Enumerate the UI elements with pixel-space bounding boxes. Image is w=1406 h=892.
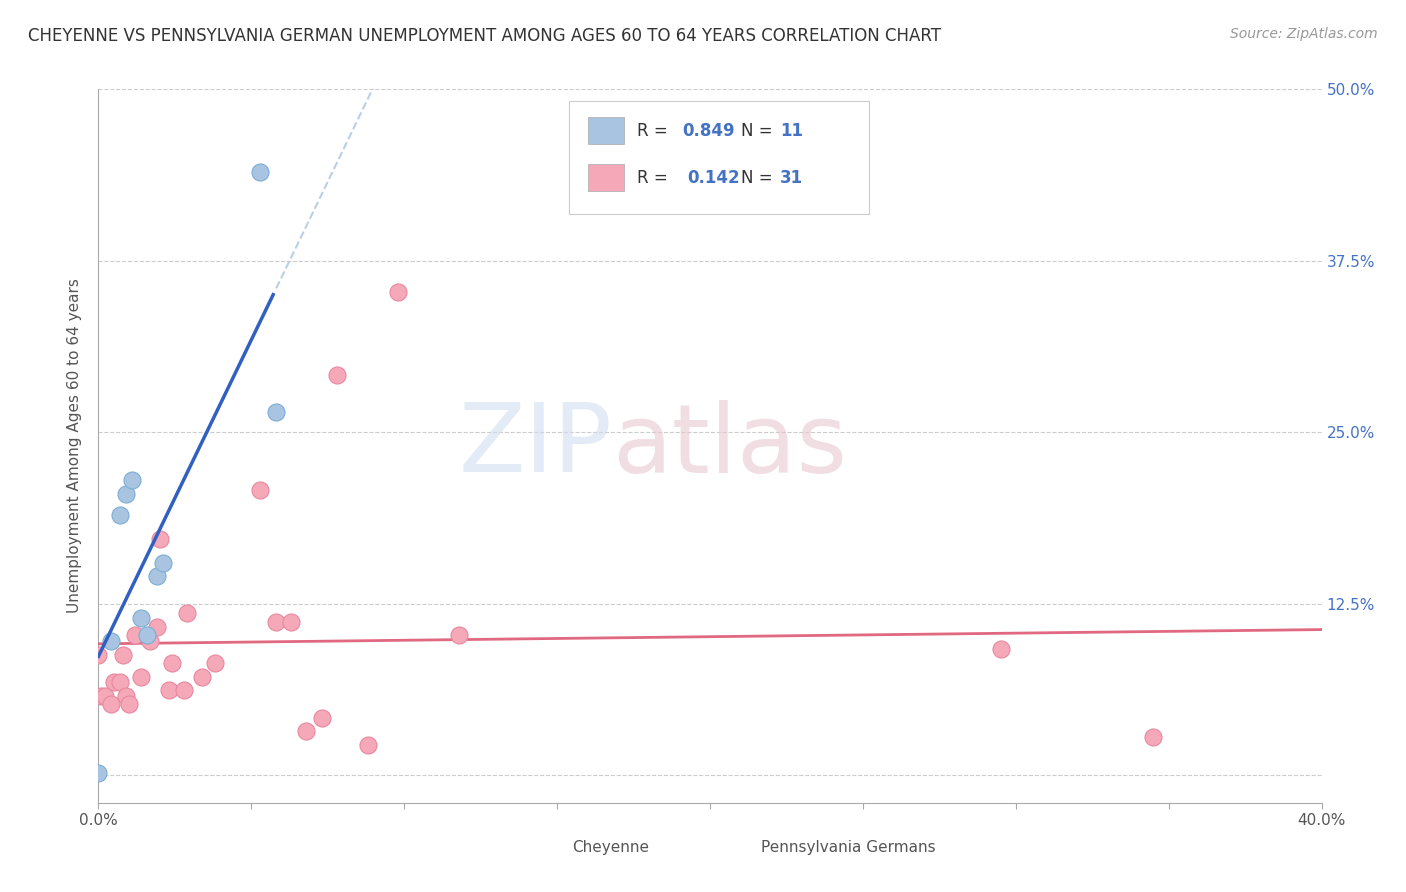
Text: Cheyenne: Cheyenne	[572, 840, 648, 855]
Text: N =: N =	[741, 169, 778, 186]
Point	[121, 473, 143, 487]
Text: R =: R =	[637, 169, 678, 186]
Text: CHEYENNE VS PENNSYLVANIA GERMAN UNEMPLOYMENT AMONG AGES 60 TO 64 YEARS CORRELATI: CHEYENNE VS PENNSYLVANIA GERMAN UNEMPLOY…	[28, 27, 941, 45]
Point	[108, 675, 131, 690]
Point	[387, 285, 409, 300]
Point	[280, 615, 302, 629]
Point	[149, 533, 172, 547]
Point	[145, 620, 167, 634]
Point	[152, 556, 174, 570]
Point	[176, 607, 198, 621]
Point	[111, 648, 134, 662]
Point	[115, 689, 138, 703]
Point	[87, 648, 110, 662]
FancyBboxPatch shape	[569, 102, 869, 214]
Text: 0.142: 0.142	[686, 169, 740, 186]
Point	[100, 633, 122, 648]
Point	[100, 697, 122, 711]
Point	[173, 683, 195, 698]
Point	[129, 669, 152, 683]
Text: 31: 31	[780, 169, 803, 186]
Point	[356, 738, 378, 752]
Point	[249, 164, 271, 178]
Text: Pennsylvania Germans: Pennsylvania Germans	[762, 840, 936, 855]
Point	[129, 610, 152, 624]
FancyBboxPatch shape	[588, 117, 624, 145]
Point	[249, 483, 271, 497]
Point	[157, 683, 180, 698]
Point	[295, 724, 318, 739]
Point	[136, 628, 159, 642]
Text: R =: R =	[637, 121, 672, 139]
Point	[87, 765, 110, 780]
Point	[449, 628, 471, 642]
Text: 0.849: 0.849	[682, 121, 734, 139]
FancyBboxPatch shape	[588, 164, 624, 191]
Point	[204, 656, 226, 670]
Point	[145, 569, 167, 583]
FancyBboxPatch shape	[533, 838, 564, 858]
Point	[311, 711, 333, 725]
Point	[1142, 730, 1164, 744]
Point	[264, 615, 287, 629]
Point	[93, 689, 115, 703]
Point	[264, 405, 287, 419]
Point	[990, 642, 1012, 657]
Point	[90, 689, 112, 703]
Point	[115, 487, 138, 501]
Point	[191, 669, 214, 683]
Text: ZIP: ZIP	[458, 400, 612, 492]
Point	[124, 628, 146, 642]
Point	[326, 368, 349, 382]
Y-axis label: Unemployment Among Ages 60 to 64 years: Unemployment Among Ages 60 to 64 years	[67, 278, 83, 614]
FancyBboxPatch shape	[723, 838, 752, 858]
Point	[103, 675, 125, 690]
Text: atlas: atlas	[612, 400, 848, 492]
Point	[139, 633, 162, 648]
Text: 11: 11	[780, 121, 803, 139]
Text: N =: N =	[741, 121, 778, 139]
Point	[108, 508, 131, 522]
Text: Source: ZipAtlas.com: Source: ZipAtlas.com	[1230, 27, 1378, 41]
Point	[118, 697, 141, 711]
Point	[160, 656, 183, 670]
